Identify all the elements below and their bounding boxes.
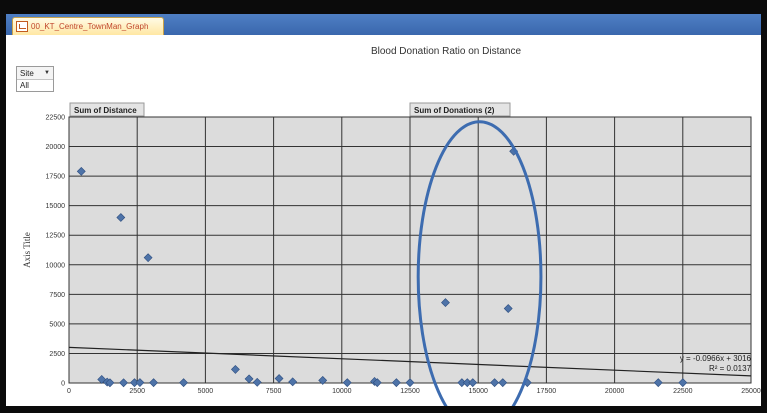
highlight-ellipse [416, 120, 543, 406]
data-point [119, 378, 128, 388]
x-tick-label: 12500 [400, 388, 420, 395]
x-field-button[interactable]: Sum of Distance [69, 102, 145, 117]
site-filter-label: Site [20, 68, 34, 78]
trendline [68, 346, 752, 377]
chart-window: 00_KT_Centre_TownMan_Graph Blood Donatio… [6, 14, 761, 406]
data-point [76, 166, 86, 176]
data-point [288, 377, 298, 387]
data-point [372, 378, 382, 388]
chart-title: Blood Donation Ratio on Distance [371, 46, 522, 57]
chart-tab[interactable]: 00_KT_Centre_TownMan_Graph [12, 17, 164, 35]
data-point [116, 213, 126, 222]
r-squared-label: R² = 0.0137 [709, 364, 752, 373]
y-axis-title: Axis Title [22, 232, 32, 268]
data-points [76, 146, 688, 388]
data-point [105, 378, 115, 388]
x-tick-label: 22500 [673, 388, 693, 395]
y-tick-label: 7500 [49, 292, 65, 299]
x-tick-label: 25000 [741, 388, 761, 395]
data-point [274, 374, 284, 383]
y-tick-label: 2500 [49, 351, 65, 358]
y-tick-label: 0 [61, 381, 65, 388]
data-point [318, 375, 328, 385]
x-tick-label: 10000 [332, 388, 352, 395]
chart-tab-label: 00_KT_Centre_TownMan_Graph [31, 22, 149, 31]
data-point [149, 378, 158, 388]
data-point [653, 378, 663, 388]
data-point [179, 378, 189, 388]
y-tick-label: 12500 [46, 233, 66, 240]
data-point [230, 364, 240, 374]
x-field-label: Sum of Distance [74, 106, 137, 115]
data-point [490, 378, 499, 388]
data-point [468, 378, 478, 388]
y-field-button[interactable]: Sum of Donations (2) [409, 102, 511, 117]
data-point [498, 378, 508, 388]
data-point [405, 378, 415, 388]
y-tick-label: 15000 [46, 203, 66, 210]
y-field-label: Sum of Donations (2) [414, 106, 495, 115]
data-point [391, 378, 401, 388]
chart-icon [16, 21, 28, 32]
x-tick-label: 20000 [605, 388, 625, 395]
y-tick-label: 20000 [46, 144, 66, 151]
scatter-chart: Blood Donation Ratio on Distance 0 2500 50… [22, 46, 761, 406]
x-tick-label: 5000 [198, 388, 214, 395]
data-point [143, 253, 153, 263]
x-tick-label: 17500 [537, 388, 557, 395]
data-point [441, 298, 450, 308]
data-point [252, 377, 262, 387]
tab-bar: 00_KT_Centre_TownMan_Graph [6, 14, 761, 35]
x-tick-label: 7500 [266, 388, 282, 395]
y-tick-label: 22500 [46, 115, 66, 122]
dropdown-arrow-icon[interactable]: ▼ [44, 70, 50, 76]
x-tick-label: 15000 [468, 388, 488, 395]
axis-ticks: 0 2500 5000 7500 10000 12500 15000 17500 20000 22… [46, 115, 761, 396]
y-tick-label: 5000 [49, 321, 65, 328]
data-point [135, 378, 145, 387]
y-tick-label: 17500 [46, 174, 66, 181]
data-point [678, 378, 688, 388]
site-filter-value: All [17, 80, 53, 91]
y-tick-label: 10000 [46, 262, 66, 269]
x-tick-label: 2500 [129, 388, 145, 395]
data-point [244, 374, 254, 384]
data-point [342, 378, 352, 388]
data-point [503, 304, 513, 313]
site-filter[interactable]: Site ▼ All [16, 66, 54, 92]
x-tick-label: 0 [67, 388, 71, 395]
trendline-equation: y = -0.0966x + 3016 [680, 354, 752, 363]
